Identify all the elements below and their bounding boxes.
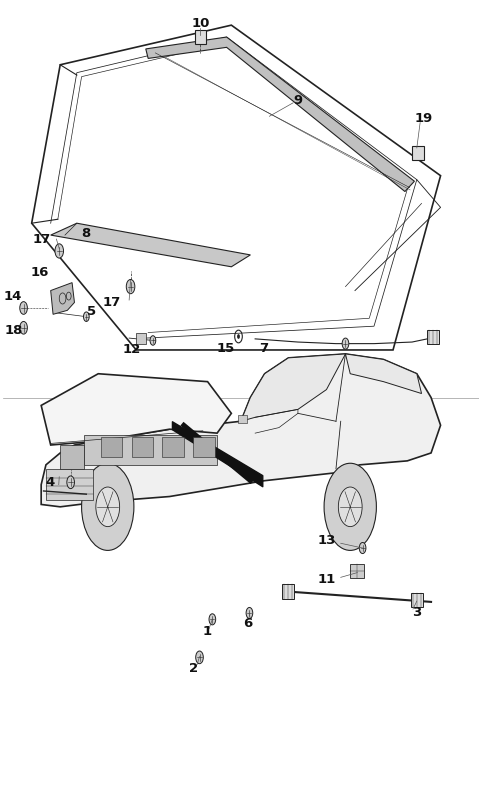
Polygon shape [51, 223, 251, 267]
Text: 9: 9 [293, 94, 302, 107]
Text: 17: 17 [103, 296, 121, 309]
Bar [282, 584, 294, 599]
Text: 16: 16 [31, 266, 49, 279]
Circle shape [20, 301, 27, 314]
Bar [194, 29, 206, 44]
Polygon shape [146, 37, 414, 192]
Text: 6: 6 [243, 617, 252, 630]
Circle shape [96, 487, 120, 526]
Circle shape [246, 607, 253, 619]
Text: 1: 1 [202, 625, 211, 638]
Circle shape [126, 280, 135, 293]
Text: 7: 7 [259, 342, 268, 355]
Text: 3: 3 [412, 607, 421, 619]
Polygon shape [41, 374, 231, 445]
Circle shape [342, 338, 349, 349]
Bar [239, 415, 247, 423]
Text: 8: 8 [82, 227, 91, 240]
Text: 4: 4 [45, 475, 55, 489]
Polygon shape [241, 354, 346, 421]
Text: 12: 12 [122, 343, 141, 356]
Circle shape [338, 487, 362, 526]
Bar [101, 437, 122, 457]
Circle shape [359, 542, 366, 553]
Circle shape [55, 244, 63, 258]
Circle shape [82, 463, 134, 550]
Bar [132, 437, 153, 457]
Text: 15: 15 [216, 342, 235, 355]
Text: 10: 10 [191, 17, 210, 30]
Polygon shape [41, 354, 441, 507]
Circle shape [67, 476, 74, 489]
Circle shape [20, 321, 27, 334]
Text: 18: 18 [4, 324, 23, 336]
Text: 13: 13 [318, 533, 336, 547]
Bar [412, 146, 424, 160]
Bar [136, 333, 146, 344]
Circle shape [84, 312, 89, 321]
Polygon shape [346, 354, 421, 394]
Text: 11: 11 [318, 573, 336, 586]
Bar [84, 435, 217, 465]
Bar [46, 469, 94, 501]
Bar [411, 593, 423, 607]
Bar [428, 330, 439, 344]
Text: 17: 17 [33, 233, 51, 246]
Text: 5: 5 [86, 305, 96, 319]
Circle shape [196, 651, 204, 664]
Text: 14: 14 [3, 289, 22, 303]
Circle shape [324, 463, 376, 550]
Circle shape [150, 335, 156, 345]
Circle shape [209, 614, 216, 625]
Bar [162, 437, 184, 457]
Text: 2: 2 [189, 662, 198, 675]
Bar [350, 564, 364, 578]
Polygon shape [51, 283, 74, 314]
Bar [60, 445, 84, 469]
Circle shape [237, 334, 240, 339]
Bar [193, 437, 215, 457]
Text: 19: 19 [415, 112, 433, 125]
